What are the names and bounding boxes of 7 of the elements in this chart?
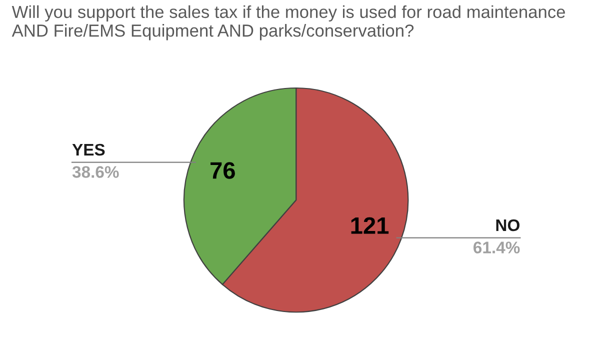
chart-title: Will you support the sales tax if the money is used for road maintenance AND Fire/EMS Equipment AND parks/conservation?	[12, 5, 565, 40]
data-label: 76	[210, 162, 235, 179]
text: 61.4%	[474, 242, 520, 254]
slice-label: YES	[72, 144, 105, 156]
data-label: 121	[351, 217, 389, 234]
slice-label: NO	[496, 219, 520, 232]
text: 38.6%	[72, 166, 119, 178]
